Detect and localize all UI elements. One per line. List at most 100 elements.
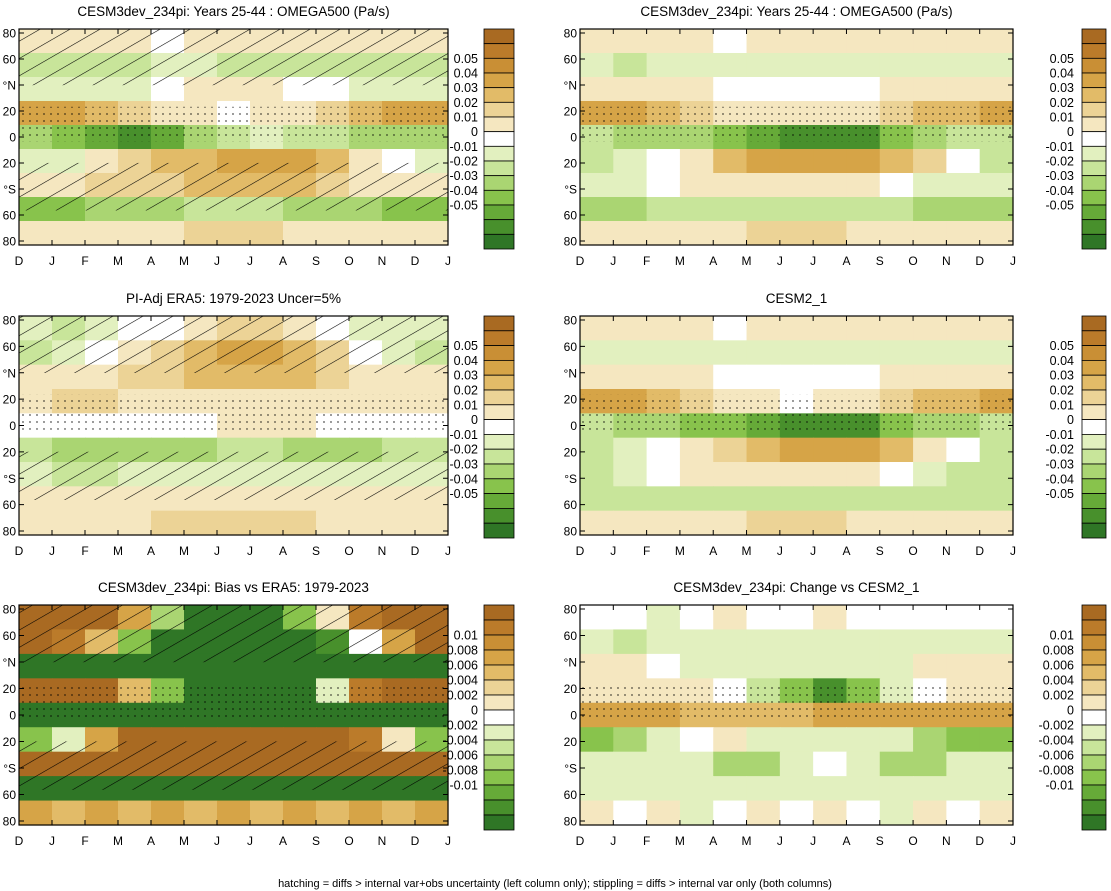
panel-right-2: CESM3dev_234pi: Change vs CESM2_1 80 60 °N 2… [564,580,1107,848]
heatmap-cell [813,221,848,246]
heatmap-cell [813,197,848,222]
y-tick-label: 80 [564,314,578,328]
heatmap-cell [250,510,284,536]
colorbar-box [1081,634,1107,651]
heatmap-cell [679,727,714,753]
heatmap-cell [879,221,914,246]
heatmap-cell [913,776,947,802]
heatmap-cell [184,800,218,826]
heatmap-cell [646,77,681,102]
heatmap-cell [846,800,881,826]
heatmap-cell [779,653,814,679]
heatmap-cell [580,605,614,631]
x-tick-label: O [908,254,917,268]
colorbar-label: -0.04 [1046,472,1075,486]
heatmap-cell [946,340,981,366]
x-tick-label: A [147,834,155,848]
y-tick-label: 60 [564,209,578,223]
y-tick-label: 80 [564,815,578,829]
x-tick-label: J [1010,544,1016,558]
x-tick-label: A [842,254,850,268]
x-tick-label: D [411,254,420,268]
heatmap-cell [846,221,881,246]
heatmap-cell [813,751,848,777]
heatmap-cell [679,629,714,655]
colorbar-label: -0.02 [450,443,479,457]
heatmap-cell [713,149,748,174]
colorbar-label: 0 [471,125,478,139]
heatmap-cell [580,221,614,246]
heatmap-cell [979,800,1014,826]
colorbar-box [483,433,515,450]
heatmap-cell [946,510,981,536]
heatmap-cell [679,29,714,54]
heatmap-cell [913,149,947,174]
y-tick-label: 80 [3,815,17,829]
heatmap-cell [713,653,748,679]
colorbar-box [1081,419,1107,435]
colorbar-label: 0.01 [1050,111,1074,125]
colorbar-label: 0.04 [1050,354,1074,368]
y-tick-label: 80 [564,603,578,617]
heatmap-cell [913,221,947,246]
x-tick-label: S [876,544,884,558]
heatmap-cell [679,364,714,390]
y-tick-label: 80 [3,603,17,617]
heatmap-cell [118,800,152,826]
y-tick-label: 60 [564,629,578,643]
heatmap-cell [713,727,748,753]
heatmap-cell [646,316,681,341]
heatmap-cell [52,221,86,246]
x-tick-label: J [810,254,816,268]
footer-note: hatching = diffs > internal var+obs unce… [278,878,832,890]
colorbar-box [1081,799,1107,816]
heatmap-cell [217,221,251,246]
heatmap-cell [713,197,748,222]
colorbar-box [1081,131,1107,147]
heatmap-cell [713,77,748,102]
panel-left-2: CESM3dev_234pi: Bias vs ERA5: 1979-2023 8… [3,580,515,848]
colorbar-box [483,116,515,133]
heatmap-cell [813,776,848,802]
heatmap-cell [779,629,814,655]
colorbar: 0.010.0080.0060.0040.0020-0.002-0.004-0.… [443,604,515,831]
x-tick-label: M [742,834,752,848]
heatmap-cell [283,800,317,826]
panel-left-0: CESM3dev_234pi: Years 25-44 : OMEGA500 (… [3,4,515,268]
x-tick-label: D [975,544,984,558]
heatmap-cell [613,221,648,246]
y-tick-label: 80 [3,525,17,539]
colorbar-box [1081,204,1107,221]
heatmap-cell [879,197,914,222]
heatmap-cell [613,149,648,174]
x-tick-label: O [344,254,353,268]
colorbar-box [1081,160,1107,177]
heatmap-cell [613,77,648,102]
colorbar-label: 0.01 [1050,629,1074,643]
heatmap-cell [979,77,1014,102]
heatmap-cell [879,486,914,512]
heatmap-cell [813,437,848,463]
colorbar-box [1081,493,1107,509]
colorbar-label: -0.006 [443,749,478,763]
heatmap-cell [946,77,981,102]
colorbar-box [1081,478,1107,494]
heatmap-cell [613,340,648,366]
colorbar-label: 0.008 [1043,644,1074,658]
heatmap-cell [913,53,947,78]
colorbar-box [1081,404,1107,420]
colorbar: 0.050.040.030.020.010-0.01-0.02-0.03-0.0… [1046,315,1107,539]
heatmap-cell [879,340,914,366]
y-tick-label: 0 [9,419,16,433]
heatmap-cell [746,605,781,631]
colorbar-box [483,101,515,118]
x-tick-label: O [344,544,353,558]
y-tick-label: 80 [564,235,578,249]
heatmap-cell [813,653,848,679]
y-tick-label: °S [564,183,577,197]
heatmap-cell [646,437,681,463]
y-tick-label: 80 [564,525,578,539]
heatmap-cell [679,197,714,222]
heatmap-cell [879,53,914,78]
heatmap-cell [646,653,681,679]
